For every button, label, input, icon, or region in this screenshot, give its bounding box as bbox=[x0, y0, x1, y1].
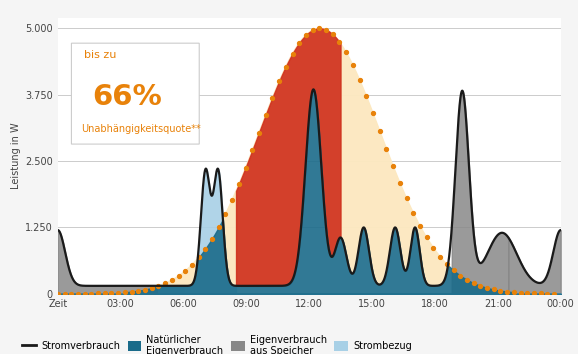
Text: 66%: 66% bbox=[92, 83, 162, 111]
Legend: Stromverbrauch, Sonnenstrom, Natürlicher
Eigenverbrauch, Speicherung, Eigenverbr: Stromverbrauch, Sonnenstrom, Natürlicher… bbox=[23, 335, 412, 354]
FancyBboxPatch shape bbox=[72, 43, 199, 144]
Y-axis label: Leistung in W: Leistung in W bbox=[11, 122, 21, 189]
Text: bis zu: bis zu bbox=[84, 50, 116, 59]
Text: Unabhängigkeitsquote**: Unabhängigkeitsquote** bbox=[81, 124, 201, 134]
